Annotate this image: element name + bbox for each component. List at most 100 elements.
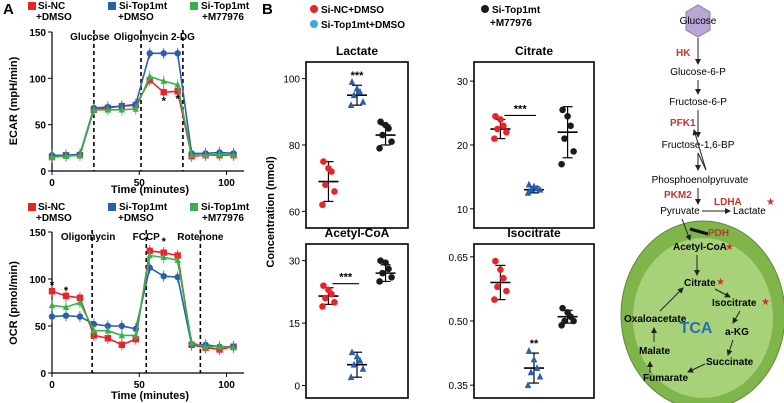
lactate-point-red (320, 158, 327, 165)
arrow-akg (726, 339, 734, 356)
ocr-legend-label-3b: +M77976 (202, 213, 244, 224)
ocr-point-blue (118, 322, 126, 330)
ecar-point-green (202, 151, 209, 159)
citrate-point-blue (525, 180, 533, 188)
ecar-legend-swatch-red (28, 2, 36, 10)
isocitrate-point-red (494, 283, 501, 291)
ocr-y-tick-label: 100 (29, 275, 46, 286)
panel-b-y-label: Concentration (nmol) (265, 156, 277, 268)
citrate-y-tick-label: 20 (457, 141, 469, 152)
acetylcoa-point-black (377, 257, 384, 264)
ecar-series-green (51, 75, 234, 158)
ecar-injection-label: Glucose (70, 32, 110, 43)
ocr-injection-label: FCCP (133, 232, 161, 243)
lactate-point-blue (350, 91, 358, 99)
citrate-point-black (559, 106, 566, 114)
citrate-point-red (494, 125, 501, 133)
tca-malate: Malate (639, 346, 671, 357)
ecar-legend-label-2a: Si-Top1mt (119, 1, 168, 12)
citrate-frame (473, 61, 595, 229)
ecar-significance: * (176, 93, 181, 105)
acetylcoa-y-tick-label: 0 (294, 382, 300, 393)
ocr-chart: Si-NC +DMSO Si-Top1mt +DMSO Si-Top1mt +M… (8, 202, 250, 402)
ocr-significance: * (64, 285, 69, 297)
acetylcoa-point-blue (356, 356, 364, 364)
ecar-point-green (48, 153, 56, 160)
ocr-significance: * (162, 236, 167, 248)
ocr-series-green (51, 254, 234, 349)
lactate-y-tick-label: 60 (289, 207, 301, 218)
citrate-point-red (492, 112, 499, 120)
ocr-x-tick-label: 0 (49, 380, 55, 391)
enzyme-hk: HK (676, 48, 691, 59)
ecar-legend-label-1a: Si-NC (38, 1, 65, 12)
star-acetylcoa: ★ (725, 242, 734, 253)
isocitrate-point-red (497, 266, 504, 273)
ocr-point-green (62, 303, 70, 310)
ecar-x-tick-label: 100 (218, 178, 235, 189)
ecar-point-blue (146, 50, 153, 57)
step-fructose-6-p: Fructose-6-P (669, 97, 727, 108)
ocr-point-blue (62, 312, 70, 319)
citrate-point-red (497, 116, 504, 123)
isocitrate-point-red (491, 296, 498, 303)
ocr-point-blue (174, 273, 181, 281)
tca-oxaloacetate: Oxaloacetate (624, 314, 687, 325)
ecar-x-tick-label: 50 (134, 178, 146, 189)
ocr-x-label: Time (minutes) (111, 390, 189, 402)
lactate-point-red (319, 201, 326, 209)
acetylcoa-point-blue (353, 352, 361, 360)
ocr-point-green (146, 251, 153, 259)
lactate-point-black (376, 145, 383, 152)
ecar-point-red (174, 88, 181, 95)
citrate-point-blue (530, 182, 538, 190)
ecar-series-blue (52, 52, 234, 157)
isocitrate-point-black (561, 317, 568, 325)
enzyme-ldha: LDHA (714, 197, 742, 208)
tca-akg: a-KG (725, 327, 749, 338)
enzyme-pkm2: PKM2 (664, 190, 692, 201)
legend-label-m77976-b: +M77976 (490, 18, 532, 29)
panel-label-b: B (262, 1, 273, 18)
ecar-point-green (132, 105, 139, 112)
acetylcoa-point-black (385, 265, 392, 273)
ocr-injection-label: Rotenone (177, 232, 224, 243)
arrow-pdh (681, 218, 692, 241)
isocitrate-point-blue (536, 372, 544, 380)
isocitrate-significance: ** (530, 338, 539, 350)
isocitrate-chart: Isocitrate 0.35 0.50 0.65 ** (449, 226, 595, 399)
isocitrate-y-tick-label: 0.50 (449, 317, 469, 328)
arrow-citrate (714, 288, 731, 298)
glucose-hexagon-icon (685, 4, 711, 38)
panel-b-legend: Si-NC+DMSO Si-Top1mt+DMSO Si-Top1mt +M77… (310, 5, 541, 31)
legend-label-m77976-a: Si-Top1mt (492, 5, 541, 16)
ocr-point-green (188, 339, 195, 346)
ecar-legend-label-3b: +M77976 (202, 12, 244, 23)
isocitrate-point-red (503, 287, 510, 295)
star-citrate: ★ (716, 277, 725, 288)
citrate-title: Citrate (515, 44, 553, 58)
citrate-y-tick-label: 30 (457, 77, 469, 88)
ocr-legend-swatch-green (190, 203, 198, 211)
tca-isocitrate: Isocitrate (712, 298, 757, 309)
ecar-legend-label-2b: +DMSO (118, 12, 154, 23)
acetylcoa-frame (305, 243, 409, 399)
isocitrate-point-blue (525, 347, 533, 354)
ecar-point-green (104, 106, 112, 113)
ecar-point-green (76, 151, 84, 159)
ocr-point-blue (48, 313, 56, 320)
ecar-point-blue (174, 50, 181, 57)
enzyme-pfk1: PFK1 (670, 118, 696, 129)
acetylcoa-point-blue (350, 360, 358, 368)
acetylcoa-chart: Acetyl-CoA 0 15 30 *** (289, 226, 409, 399)
ecar-injection-label: 2-DG (171, 32, 195, 43)
ecar-y-tick-label: 150 (29, 28, 46, 39)
citrate-point-black (561, 135, 568, 142)
acetylcoa-point-red (319, 303, 326, 310)
ecar-x-label: Time (minutes) (111, 184, 189, 196)
isocitrate-point-red (492, 257, 499, 265)
ecar-point-green (118, 106, 126, 113)
ocr-point-green (118, 331, 126, 339)
ocr-point-red (48, 288, 56, 295)
step-lactate: Lactate (733, 206, 766, 217)
